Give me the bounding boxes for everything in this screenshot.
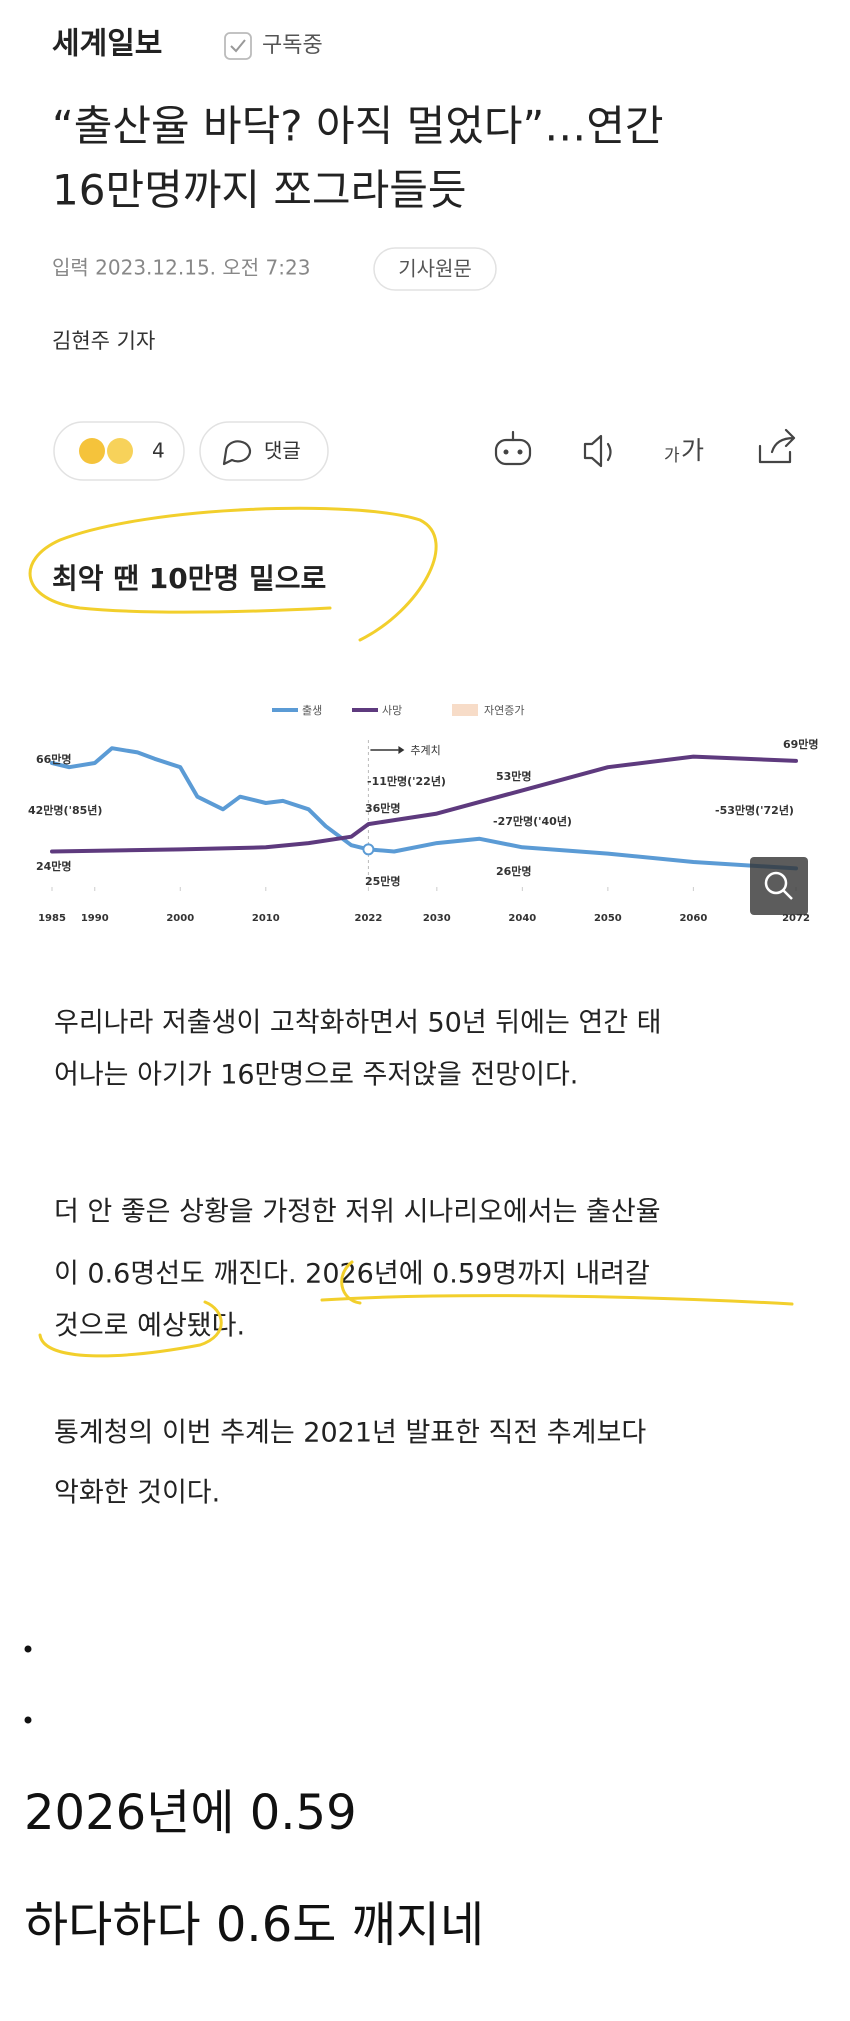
chart-annotation: 66만명 <box>36 752 72 766</box>
x-tick-label: 1990 <box>81 913 109 924</box>
speaker-icon[interactable] <box>583 434 612 468</box>
highlight-arc <box>340 1260 362 1305</box>
zoom-button[interactable] <box>750 857 808 915</box>
emoji-icon <box>107 438 133 464</box>
series-line <box>50 746 798 871</box>
legend-label: 출생 <box>302 704 322 717</box>
subheading: 최악 땐 10만명 밑으로 <box>52 562 326 595</box>
x-tick-label: 2022 <box>354 913 382 924</box>
share-icon[interactable] <box>758 428 796 464</box>
comment-text: 하다하다 0.6도 깨지네 <box>24 1897 484 1953</box>
series-line <box>50 754 798 854</box>
forecast-arrowhead <box>398 746 405 754</box>
reaction-count[interactable]: 4 <box>152 439 165 463</box>
chart-annotation: 24만명 <box>36 859 72 873</box>
x-tick-label: 2060 <box>679 913 707 924</box>
paragraph-line: 것으로 예상됐다. <box>54 1311 245 1342</box>
publish-date: 입력 2023.12.15. 오전 7:23 <box>52 256 310 280</box>
legend-swatch <box>452 704 478 716</box>
x-tick-label: 2050 <box>594 913 622 924</box>
zoom-icon-handle <box>782 889 793 900</box>
highlight-curve <box>38 1300 223 1358</box>
x-tick-label: 2040 <box>508 913 536 924</box>
comment-text: 2026년에 0.59 <box>24 1785 357 1841</box>
legend-label: 자연증가 <box>484 704 524 717</box>
x-tick-label: 1985 <box>38 913 66 924</box>
robot-eye <box>503 449 509 455</box>
comment-button[interactable] <box>199 421 329 481</box>
zoom-icon <box>764 871 788 895</box>
chart-annotation: 36만명 <box>365 801 401 815</box>
chart-annotation: -53만명('72년) <box>715 803 794 817</box>
separator-dot <box>24 1645 32 1653</box>
chart-annotation: 25만명 <box>365 874 401 888</box>
comment-label[interactable]: 댓글 <box>264 439 301 463</box>
original-label[interactable]: 기사원문 <box>398 257 472 281</box>
paragraph-line: 우리나라 저출생이 고착화하면서 50년 뒤에는 연간 태 <box>54 1008 662 1039</box>
highlight-underline <box>320 1294 794 1306</box>
x-tick-label: 2010 <box>252 913 280 924</box>
headline-line: “출산율 바닥? 아직 멀었다”…연간 <box>52 102 664 151</box>
x-tick-label: 2030 <box>423 913 451 924</box>
check-mark <box>230 39 246 53</box>
chart-annotation: 26만명 <box>496 864 532 878</box>
paragraph-line: 어나는 아기가 16만명으로 주저앉을 전망이다. <box>54 1060 578 1091</box>
robot-icon[interactable] <box>494 430 532 466</box>
paragraph-line: 악화한 것이다. <box>54 1478 220 1509</box>
subscribe-label[interactable]: 구독중 <box>262 33 323 58</box>
chart-annotation: -27만명('40년) <box>493 814 572 828</box>
paragraph-line: 통계청의 이번 추계는 2021년 발표한 직전 추계보다 <box>54 1418 646 1449</box>
font-size-small[interactable]: 가 <box>664 446 680 466</box>
highlight-ellipse <box>28 506 438 642</box>
point-marker <box>362 843 375 856</box>
chart-annotation: 42만명('85년) <box>28 803 102 817</box>
font-size-large[interactable]: 가 <box>681 436 704 465</box>
emoji-icon <box>79 438 105 464</box>
robot-eye <box>517 449 523 455</box>
press-name[interactable]: 세계일보 <box>52 27 162 62</box>
separator-dot <box>24 1716 32 1724</box>
reporter: 김현주 기자 <box>52 329 155 353</box>
original-button[interactable] <box>373 247 497 291</box>
forecast-label: 추계치 <box>410 744 440 757</box>
headline-line: 16만명까지 쪼그라들듯 <box>52 166 467 215</box>
x-tick-label: 2000 <box>166 913 194 924</box>
legend-label: 사망 <box>382 704 402 717</box>
chart-annotation: 69만명 <box>783 737 819 751</box>
subscribe-icon[interactable] <box>224 32 252 60</box>
x-tick-label: 2072 <box>782 913 810 924</box>
paragraph-line: 더 안 좋은 상황을 가정한 저위 시나리오에서는 출산율 <box>54 1197 661 1228</box>
chart-annotation: -11만명('22년) <box>367 774 446 788</box>
comment-icon <box>222 440 252 466</box>
chart-annotation: 53만명 <box>496 769 532 783</box>
